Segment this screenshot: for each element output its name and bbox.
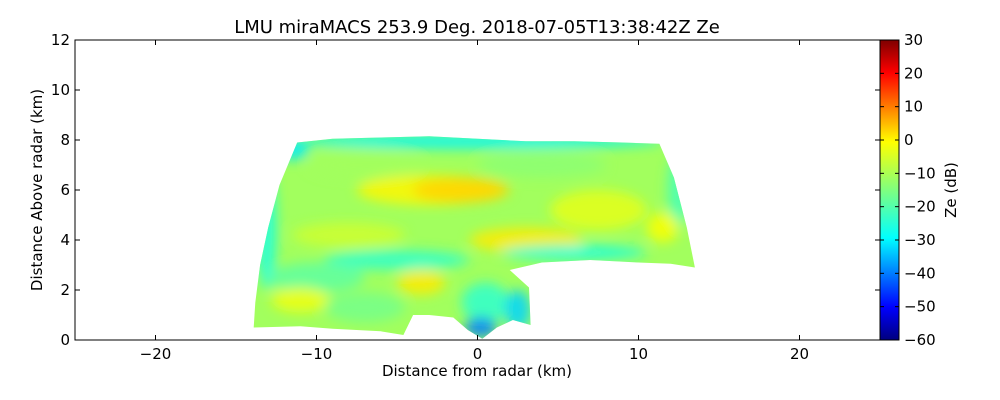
y-tick-label: 6 xyxy=(60,181,70,199)
x-axis-label: Distance from radar (km) xyxy=(382,362,572,380)
colorbar-tick-label: −20 xyxy=(904,198,936,216)
echo-blob xyxy=(477,152,607,178)
echo-blob xyxy=(504,290,531,330)
echo-blob xyxy=(292,222,406,248)
colorbar xyxy=(879,39,900,341)
echo-blob xyxy=(324,292,406,323)
y-axis-label: Distance Above radar (km) xyxy=(28,89,46,291)
colorbar-tick-label: −30 xyxy=(904,231,936,249)
echo-blob xyxy=(501,245,647,260)
echo-blob xyxy=(268,262,365,293)
echo-blob xyxy=(461,282,510,323)
echo-blob xyxy=(308,152,422,178)
colorbar-axis: −60 −50 −40 −30 −20 −10 0 10 20 30 xyxy=(880,31,936,349)
colorbar-tick-label: 30 xyxy=(904,31,923,49)
colorbar-tick-label: −60 xyxy=(904,331,936,349)
x-tick-label: −10 xyxy=(301,345,333,363)
colorbar-tick-label: 10 xyxy=(904,98,923,116)
y-tick-label: 2 xyxy=(60,281,70,299)
y-tick-label: 8 xyxy=(60,131,70,149)
echo-blob xyxy=(397,270,446,295)
colorbar-label: Ze (dB) xyxy=(942,162,960,218)
echo-blob xyxy=(646,212,679,243)
colorbar-tick-label: −10 xyxy=(904,164,936,182)
x-tick-label: 0 xyxy=(473,345,483,363)
x-axis: −20 −10 0 10 20 xyxy=(140,40,809,363)
chart-title: LMU miraMACS 253.9 Deg. 2018-07-05T13:38… xyxy=(234,17,720,38)
echo-blob xyxy=(413,177,510,203)
y-tick-label: 12 xyxy=(51,31,70,49)
colorbar-tick-label: −50 xyxy=(904,298,936,316)
y-tick-label: 10 xyxy=(51,81,70,99)
echo-blob xyxy=(549,190,647,230)
colorbar-tick-label: −40 xyxy=(904,264,936,282)
echo-blob xyxy=(271,287,330,313)
x-tick-label: 20 xyxy=(790,345,809,363)
y-axis: 0 2 4 6 8 10 12 xyxy=(51,31,880,349)
echo-blob xyxy=(324,250,470,270)
colorbar-tick-label: 0 xyxy=(904,131,914,149)
y-tick-label: 0 xyxy=(60,331,70,349)
echo-blob xyxy=(464,317,497,338)
x-tick-label: 10 xyxy=(629,345,648,363)
x-tick-label: −20 xyxy=(140,345,172,363)
colorbar-tick-label: 20 xyxy=(904,64,923,82)
y-tick-label: 4 xyxy=(60,231,70,249)
